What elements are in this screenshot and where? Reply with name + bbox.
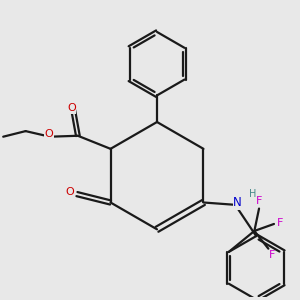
Text: F: F <box>277 218 284 228</box>
Text: O: O <box>45 129 53 139</box>
Text: O: O <box>67 103 76 113</box>
Text: N: N <box>233 196 242 209</box>
Text: H: H <box>249 189 256 199</box>
Text: O: O <box>65 187 74 197</box>
Text: F: F <box>269 250 275 260</box>
Text: F: F <box>256 196 262 206</box>
